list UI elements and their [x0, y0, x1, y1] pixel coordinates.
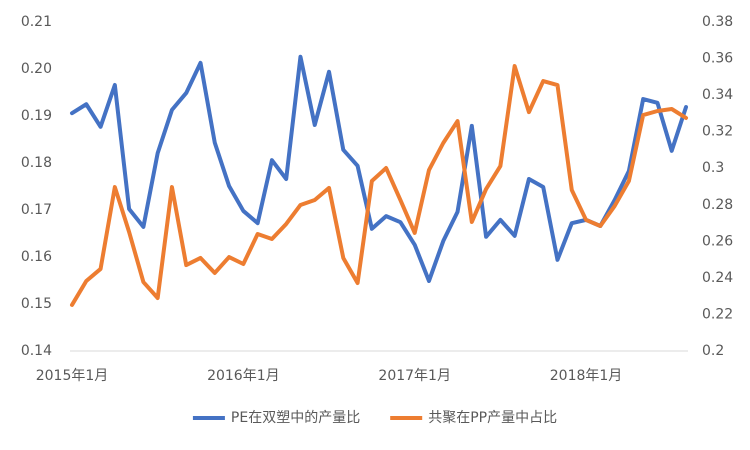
- y2-tick-label: 0.3: [702, 160, 724, 176]
- x-tick-label: 2016年1月: [207, 368, 280, 384]
- y-tick-label: 0.18: [21, 155, 52, 171]
- y2-tick-label: 0.36: [702, 51, 733, 67]
- x-tick-label: 2017年1月: [378, 368, 451, 384]
- y2-tick-label: 0.34: [702, 87, 733, 103]
- y-tick-label: 0.17: [21, 202, 52, 218]
- y-tick-label: 0.16: [21, 249, 52, 265]
- x-tick-label: 2018年1月: [550, 368, 623, 384]
- y-tick-label: 0.15: [21, 296, 52, 312]
- y2-tick-label: 0.38: [702, 14, 733, 30]
- legend-label: 共聚在PP产量中占比: [428, 410, 557, 426]
- legend-label: PE在双塑中的产量比: [231, 410, 360, 426]
- y2-tick-label: 0.26: [702, 233, 733, 249]
- y-tick-label: 0.14: [21, 343, 52, 359]
- y-tick-label: 0.20: [21, 61, 52, 77]
- y2-tick-label: 0.32: [702, 124, 733, 140]
- y-tick-label: 0.21: [21, 14, 52, 30]
- x-tick-label: 2015年1月: [36, 368, 109, 384]
- y2-tick-label: 0.2: [702, 343, 724, 359]
- y2-tick-label: 0.22: [702, 306, 733, 322]
- line-series: [70, 54, 688, 283]
- y2-tick-label: 0.28: [702, 197, 733, 213]
- line-series: [70, 64, 688, 307]
- y-tick-label: 0.19: [21, 108, 52, 124]
- y2-tick-label: 0.24: [702, 270, 733, 286]
